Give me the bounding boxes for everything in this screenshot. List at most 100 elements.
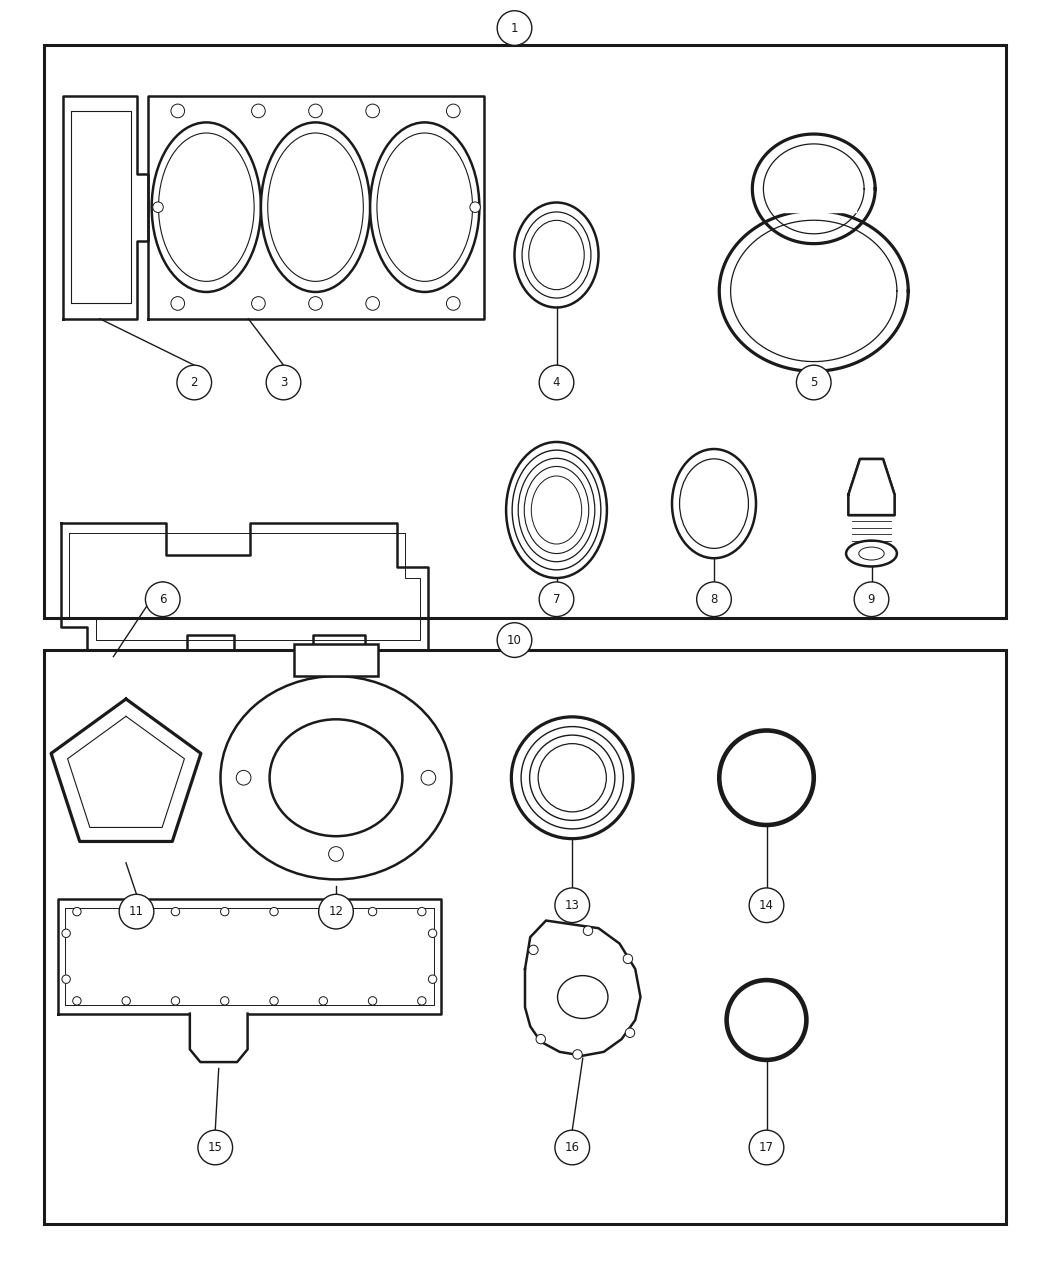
Ellipse shape bbox=[176, 365, 211, 400]
Ellipse shape bbox=[735, 746, 798, 810]
Text: 3: 3 bbox=[279, 376, 288, 389]
Text: 10: 10 bbox=[507, 634, 522, 646]
Ellipse shape bbox=[72, 997, 81, 1005]
Ellipse shape bbox=[428, 975, 437, 983]
Ellipse shape bbox=[626, 1028, 634, 1038]
Polygon shape bbox=[190, 1014, 248, 1062]
Ellipse shape bbox=[267, 365, 300, 400]
Ellipse shape bbox=[62, 975, 70, 983]
Ellipse shape bbox=[498, 622, 532, 658]
Ellipse shape bbox=[470, 201, 481, 213]
Ellipse shape bbox=[540, 581, 574, 617]
Ellipse shape bbox=[120, 894, 153, 929]
Ellipse shape bbox=[377, 133, 472, 282]
Ellipse shape bbox=[623, 954, 632, 964]
Text: 11: 11 bbox=[129, 905, 144, 918]
Ellipse shape bbox=[197, 1130, 233, 1165]
Text: 15: 15 bbox=[208, 1141, 223, 1154]
Ellipse shape bbox=[752, 134, 875, 244]
Ellipse shape bbox=[252, 297, 266, 310]
Ellipse shape bbox=[220, 676, 452, 880]
Text: 1: 1 bbox=[510, 22, 519, 34]
Text: 14: 14 bbox=[759, 899, 774, 912]
Ellipse shape bbox=[236, 770, 251, 785]
Ellipse shape bbox=[268, 133, 363, 282]
Text: 5: 5 bbox=[810, 376, 818, 389]
Ellipse shape bbox=[151, 122, 261, 292]
Ellipse shape bbox=[740, 994, 793, 1046]
Ellipse shape bbox=[418, 997, 426, 1005]
Polygon shape bbox=[848, 459, 895, 515]
Text: 9: 9 bbox=[867, 593, 876, 606]
Ellipse shape bbox=[72, 908, 81, 915]
Ellipse shape bbox=[220, 908, 229, 915]
Ellipse shape bbox=[365, 297, 379, 310]
Ellipse shape bbox=[846, 541, 897, 566]
Ellipse shape bbox=[554, 1130, 590, 1165]
Ellipse shape bbox=[370, 122, 480, 292]
Text: 6: 6 bbox=[159, 593, 167, 606]
Ellipse shape bbox=[498, 10, 532, 46]
Ellipse shape bbox=[220, 997, 229, 1005]
Text: 17: 17 bbox=[759, 1141, 774, 1154]
Text: 16: 16 bbox=[565, 1141, 580, 1154]
Ellipse shape bbox=[270, 908, 278, 915]
Ellipse shape bbox=[446, 297, 460, 310]
Ellipse shape bbox=[153, 201, 164, 213]
Ellipse shape bbox=[506, 442, 607, 578]
Ellipse shape bbox=[369, 908, 377, 915]
Ellipse shape bbox=[749, 1130, 783, 1165]
Ellipse shape bbox=[573, 1049, 582, 1060]
Ellipse shape bbox=[727, 980, 806, 1060]
Ellipse shape bbox=[145, 581, 181, 617]
Ellipse shape bbox=[859, 547, 884, 560]
Bar bbox=[44, 650, 1006, 1224]
Ellipse shape bbox=[270, 997, 278, 1005]
Ellipse shape bbox=[421, 770, 436, 785]
Ellipse shape bbox=[365, 105, 379, 117]
Text: 8: 8 bbox=[710, 593, 718, 606]
Ellipse shape bbox=[511, 717, 633, 839]
Ellipse shape bbox=[319, 997, 328, 1005]
Ellipse shape bbox=[171, 908, 180, 915]
Ellipse shape bbox=[558, 975, 608, 1019]
Ellipse shape bbox=[446, 105, 460, 117]
Ellipse shape bbox=[719, 210, 908, 371]
Ellipse shape bbox=[428, 929, 437, 937]
Polygon shape bbox=[525, 921, 640, 1056]
Ellipse shape bbox=[536, 1034, 546, 1044]
Ellipse shape bbox=[584, 926, 592, 936]
Ellipse shape bbox=[159, 133, 254, 282]
Ellipse shape bbox=[672, 449, 756, 558]
Text: 4: 4 bbox=[552, 376, 561, 389]
Ellipse shape bbox=[122, 908, 130, 915]
Ellipse shape bbox=[540, 365, 574, 400]
Ellipse shape bbox=[252, 105, 266, 117]
Ellipse shape bbox=[749, 887, 783, 923]
Ellipse shape bbox=[62, 929, 70, 937]
Text: 12: 12 bbox=[329, 905, 343, 918]
Ellipse shape bbox=[122, 997, 130, 1005]
Ellipse shape bbox=[171, 105, 185, 117]
Ellipse shape bbox=[329, 847, 343, 862]
Ellipse shape bbox=[309, 297, 322, 310]
Ellipse shape bbox=[318, 894, 353, 929]
Ellipse shape bbox=[719, 731, 814, 825]
Ellipse shape bbox=[369, 997, 377, 1005]
Ellipse shape bbox=[319, 908, 328, 915]
Ellipse shape bbox=[309, 105, 322, 117]
Ellipse shape bbox=[171, 997, 180, 1005]
Ellipse shape bbox=[855, 581, 888, 617]
Ellipse shape bbox=[528, 945, 538, 955]
Ellipse shape bbox=[418, 908, 426, 915]
Text: 7: 7 bbox=[552, 593, 561, 606]
Bar bbox=[44, 45, 1006, 618]
FancyArrow shape bbox=[294, 644, 378, 676]
Ellipse shape bbox=[697, 581, 731, 617]
Ellipse shape bbox=[260, 122, 371, 292]
Text: 13: 13 bbox=[565, 899, 580, 912]
Ellipse shape bbox=[796, 365, 832, 400]
Ellipse shape bbox=[554, 887, 590, 923]
Text: 2: 2 bbox=[190, 376, 198, 389]
Ellipse shape bbox=[514, 203, 598, 307]
